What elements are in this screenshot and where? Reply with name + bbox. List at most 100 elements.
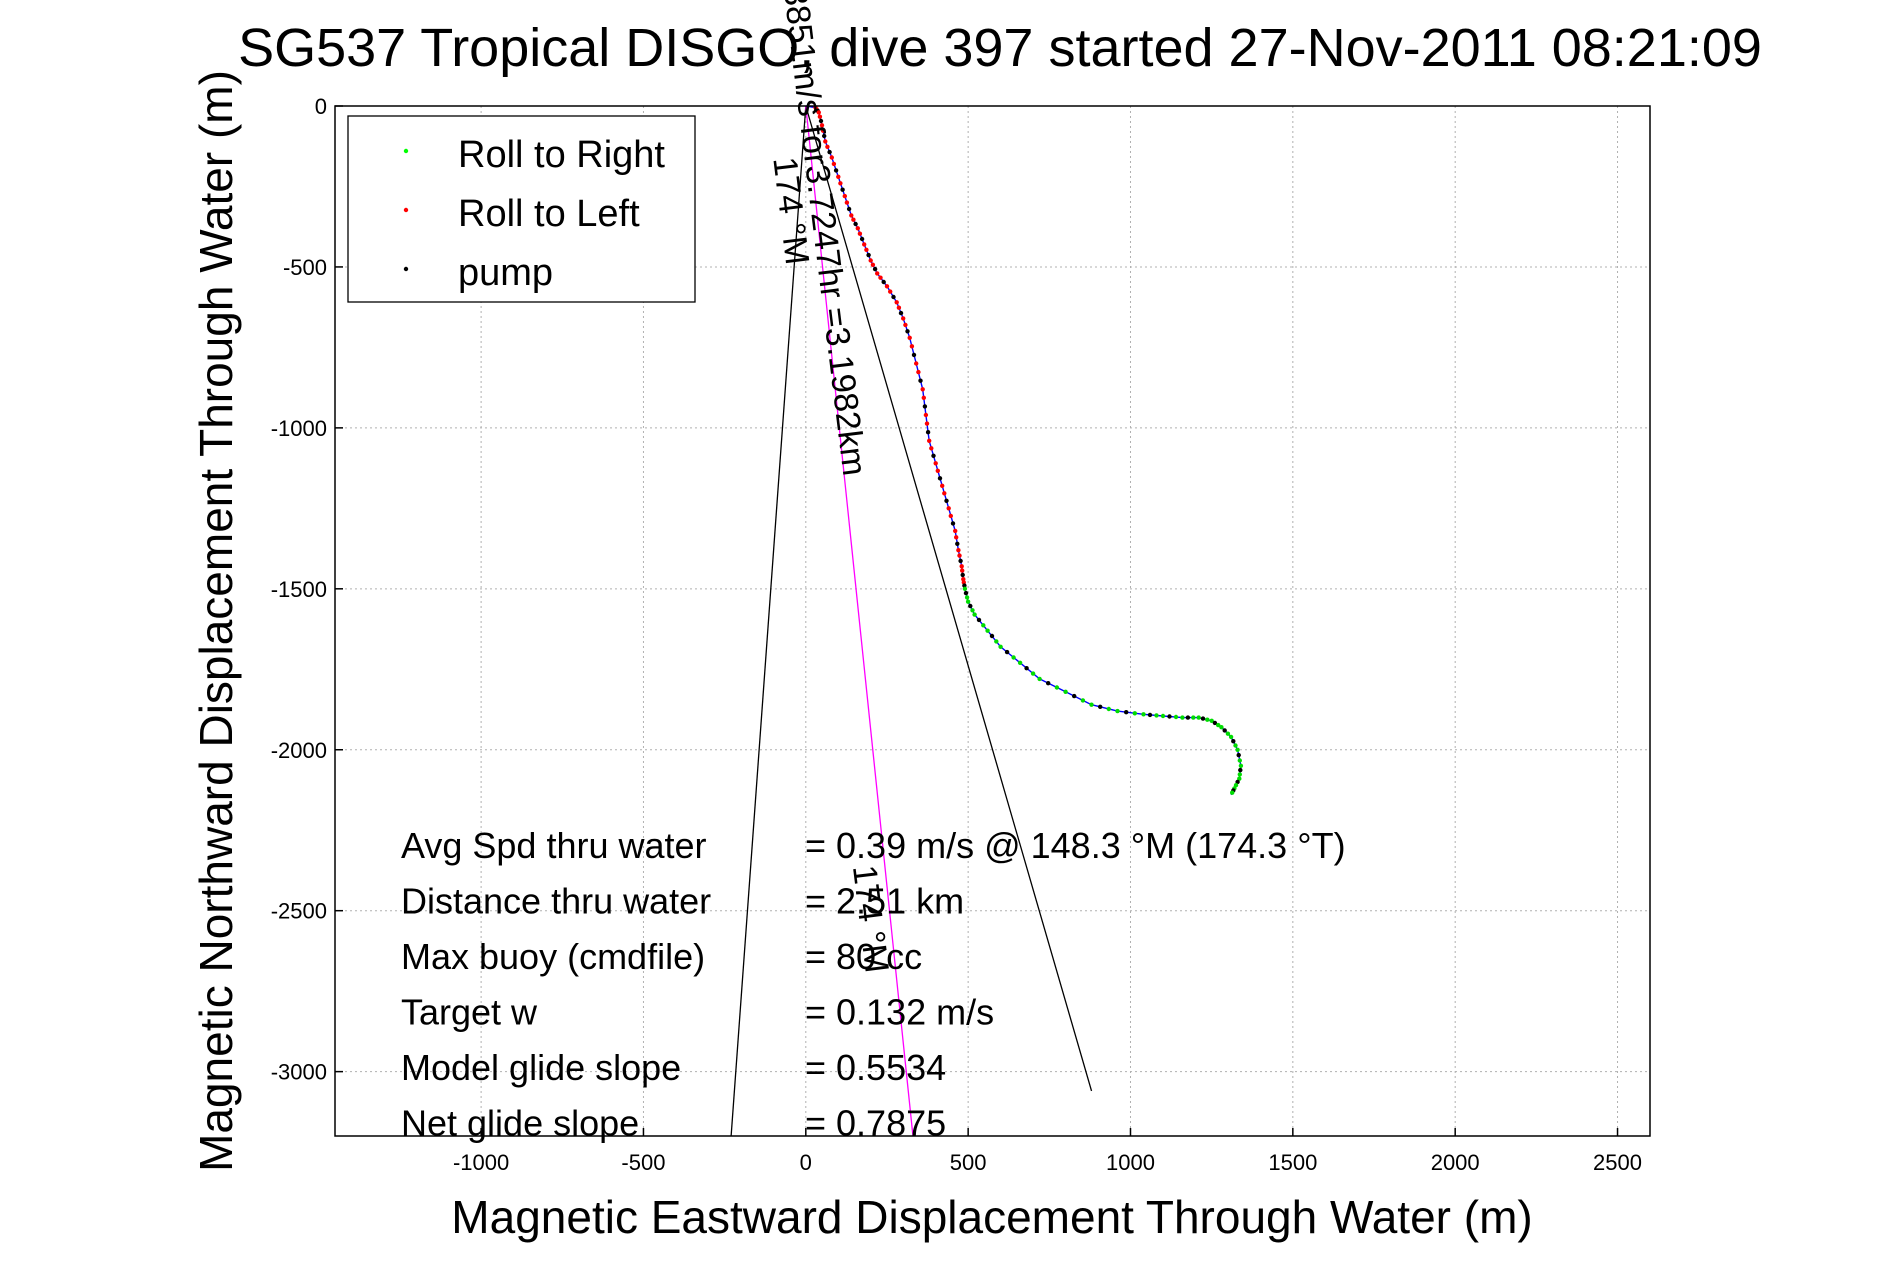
pump-marker xyxy=(1024,666,1029,671)
roll-left-marker xyxy=(953,528,958,534)
pump-marker xyxy=(898,310,904,316)
pump-marker xyxy=(1098,704,1103,709)
pump-marker xyxy=(818,118,824,124)
pump-marker xyxy=(1231,739,1236,744)
roll-left-marker xyxy=(960,568,965,573)
pump-marker xyxy=(866,252,871,258)
pump-marker xyxy=(950,521,956,526)
pump-marker xyxy=(1235,779,1240,785)
pump-marker xyxy=(925,430,931,435)
roll-right-marker xyxy=(1225,731,1231,736)
pump-marker xyxy=(891,294,896,300)
roll-left-marker xyxy=(896,305,902,310)
pump-marker xyxy=(1222,728,1227,733)
pump-marker xyxy=(968,603,973,609)
roll-left-marker xyxy=(959,564,964,569)
legend-marker xyxy=(403,148,409,154)
y-tick-label: -1500 xyxy=(271,577,327,602)
roll-right-marker xyxy=(1180,715,1185,720)
x-tick-label: 500 xyxy=(950,1150,987,1175)
roll-right-marker xyxy=(1196,715,1201,720)
pump-marker xyxy=(1212,720,1218,726)
roll-right-marker xyxy=(970,608,975,613)
y-tick-label: -500 xyxy=(283,255,327,280)
roll-left-marker xyxy=(817,114,823,119)
roll-right-marker xyxy=(1063,689,1068,694)
roll-right-marker xyxy=(1030,671,1036,676)
roll-right-marker xyxy=(1173,714,1179,720)
roll-left-marker xyxy=(933,461,938,466)
pump-marker xyxy=(1004,649,1010,655)
roll-left-marker xyxy=(849,213,854,218)
roll-right-marker xyxy=(1017,660,1023,665)
stat-label: Distance thru water xyxy=(401,881,711,922)
roll-left-marker xyxy=(875,271,880,276)
roll-right-marker xyxy=(1115,708,1120,714)
roll-left-marker xyxy=(870,262,876,267)
pump-marker xyxy=(955,541,960,546)
roll-right-marker xyxy=(1233,743,1238,748)
roll-right-marker xyxy=(1237,758,1243,763)
roll-left-marker xyxy=(956,548,961,553)
roll-left-marker xyxy=(842,193,847,199)
x-tick-label: 0 xyxy=(800,1150,812,1175)
roll-left-marker xyxy=(888,289,893,294)
x-tick-label: 1000 xyxy=(1106,1150,1155,1175)
reference-line xyxy=(805,105,914,1137)
roll-right-marker xyxy=(998,644,1003,649)
roll-right-marker xyxy=(994,639,999,644)
y-tick-label: 0 xyxy=(315,94,327,119)
roll-right-marker xyxy=(1205,717,1210,722)
pump-marker xyxy=(1046,681,1051,686)
pump-marker xyxy=(1185,715,1191,720)
pump-marker xyxy=(859,236,865,242)
stat-value: = 80 cc xyxy=(805,936,922,977)
legend-marker xyxy=(403,266,409,272)
pump-marker xyxy=(822,133,827,139)
roll-right-marker xyxy=(981,623,986,628)
stat-label: Net glide slope xyxy=(401,1103,639,1144)
roll-right-marker xyxy=(1228,734,1234,740)
roll-left-marker xyxy=(957,553,962,558)
roll-left-marker xyxy=(884,284,890,289)
x-tick-label: 2500 xyxy=(1593,1150,1642,1175)
roll-left-marker xyxy=(868,258,873,263)
pump-marker xyxy=(1200,716,1206,721)
roll-right-marker xyxy=(1080,698,1086,703)
roll-left-marker xyxy=(878,275,883,280)
roll-left-marker xyxy=(855,226,860,231)
roll-right-marker xyxy=(972,612,977,617)
roll-left-marker xyxy=(829,155,834,160)
pump-marker xyxy=(989,633,995,639)
roll-right-marker xyxy=(1209,718,1214,723)
stat-label: Target w xyxy=(401,992,538,1033)
plot-area-frame xyxy=(334,105,1651,1137)
roll-right-marker xyxy=(1230,790,1235,795)
roll-left-marker xyxy=(820,128,826,133)
pump-marker xyxy=(905,329,910,334)
x-tick-label: 2000 xyxy=(1431,1150,1480,1175)
roll-left-marker xyxy=(823,139,828,144)
pump-marker xyxy=(872,266,878,272)
stat-value: = 0.7875 xyxy=(805,1103,946,1144)
roll-left-marker xyxy=(954,535,959,540)
pump-marker xyxy=(1236,752,1241,758)
roll-left-marker xyxy=(920,387,925,392)
pump-marker xyxy=(1238,767,1243,773)
legend-label: Roll to Right xyxy=(458,134,665,176)
pump-marker xyxy=(918,378,923,383)
roll-right-marker xyxy=(1235,747,1240,752)
stat-value: = 0.5534 xyxy=(805,1047,946,1088)
pump-marker xyxy=(833,168,839,173)
roll-left-marker xyxy=(836,174,841,179)
roll-right-marker xyxy=(1132,711,1138,716)
stat-label: Avg Spd thru water xyxy=(401,825,707,866)
roll-left-marker xyxy=(927,438,932,443)
pump-marker xyxy=(846,206,852,212)
roll-right-marker xyxy=(1219,725,1224,730)
roll-left-marker xyxy=(864,247,869,252)
stat-value: = 0.39 m/s @ 148.3 °M (174.3 °T) xyxy=(805,825,1346,866)
roll-left-marker xyxy=(819,123,825,128)
